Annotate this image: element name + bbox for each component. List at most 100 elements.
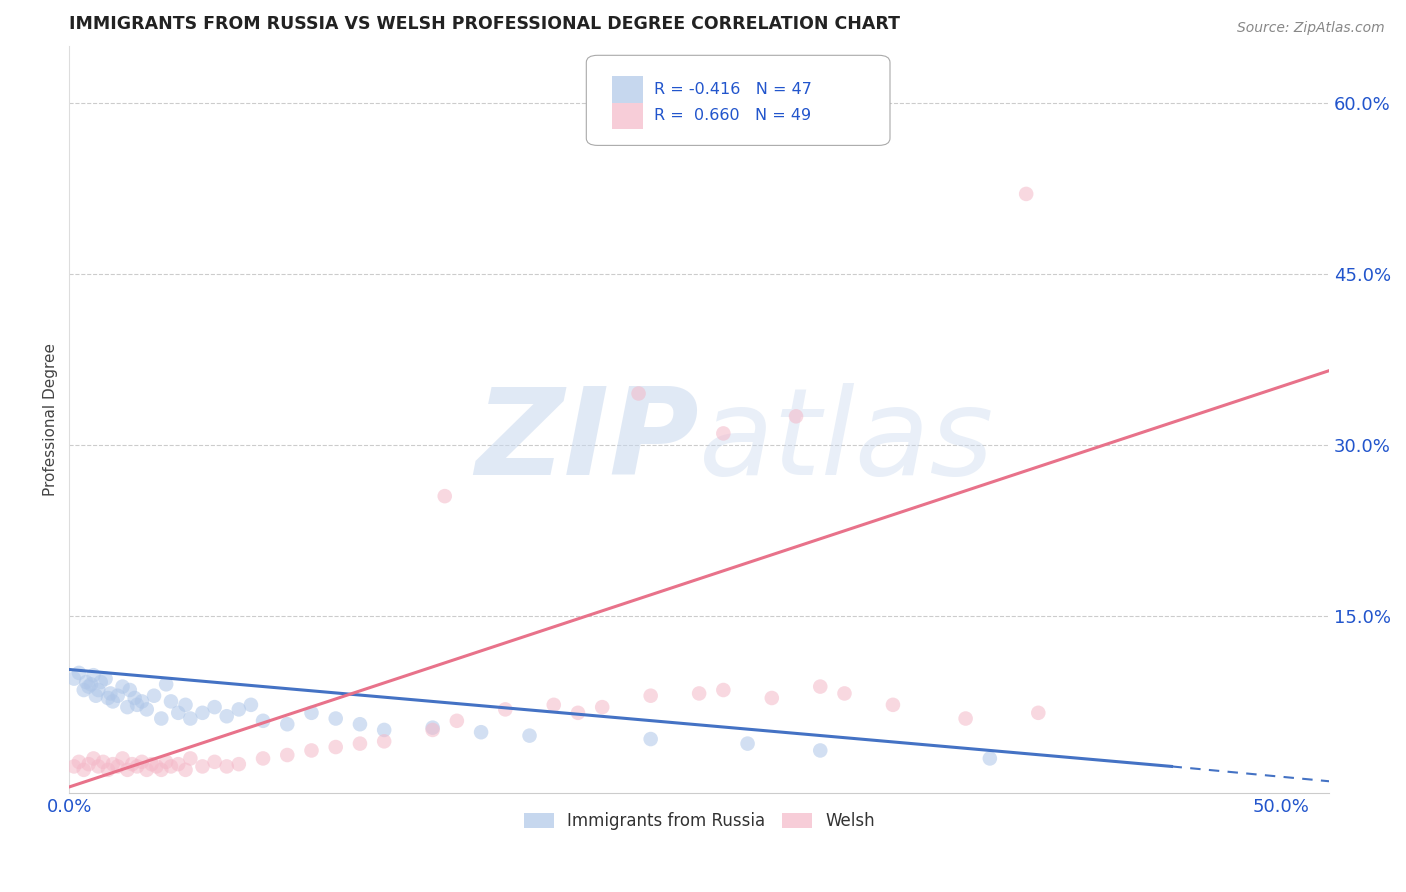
Point	[121, 757, 143, 772]
Point	[100, 686, 122, 700]
Point	[101, 757, 124, 772]
Point	[97, 763, 120, 777]
Point	[325, 739, 347, 754]
Point	[84, 689, 107, 703]
Point	[111, 680, 134, 694]
Text: R =  0.660   N = 49: R = 0.660 N = 49	[654, 109, 811, 123]
Point	[252, 714, 274, 728]
Point	[228, 702, 250, 716]
Point	[276, 717, 298, 731]
Point	[97, 691, 120, 706]
Point	[73, 683, 96, 698]
Point	[808, 743, 831, 757]
Point	[179, 712, 201, 726]
Point	[155, 677, 177, 691]
Point	[174, 698, 197, 712]
Point	[167, 757, 190, 772]
Point	[204, 700, 226, 714]
Point	[761, 691, 783, 706]
Point	[90, 675, 112, 690]
Point	[77, 680, 100, 694]
Point	[82, 668, 104, 682]
Point	[446, 714, 468, 728]
Point	[67, 665, 90, 680]
Point	[67, 755, 90, 769]
Point	[543, 698, 565, 712]
Point	[252, 751, 274, 765]
Point	[117, 763, 139, 777]
Point	[239, 698, 262, 712]
Point	[135, 763, 157, 777]
Point	[191, 706, 214, 720]
Point	[349, 717, 371, 731]
Point	[422, 721, 444, 735]
Point	[373, 723, 395, 737]
Point	[141, 757, 163, 772]
Point	[276, 747, 298, 762]
Point	[135, 702, 157, 716]
Point	[640, 732, 662, 747]
Point	[433, 489, 456, 503]
Point	[111, 751, 134, 765]
Point	[80, 677, 103, 691]
Point	[627, 386, 650, 401]
Point	[325, 712, 347, 726]
Point	[1015, 186, 1038, 201]
Point	[63, 759, 86, 773]
Point	[82, 751, 104, 765]
Point	[107, 689, 129, 703]
Point	[150, 763, 173, 777]
Point	[1026, 706, 1049, 720]
Point	[101, 694, 124, 708]
Point	[179, 751, 201, 765]
Point	[494, 702, 516, 716]
Point	[215, 759, 238, 773]
Point	[91, 755, 114, 769]
Point	[422, 723, 444, 737]
Point	[94, 672, 117, 686]
Point	[519, 729, 541, 743]
Text: atlas: atlas	[699, 383, 994, 500]
Y-axis label: Professional Degree: Professional Degree	[44, 343, 58, 496]
Text: Source: ZipAtlas.com: Source: ZipAtlas.com	[1237, 21, 1385, 35]
Point	[150, 712, 173, 726]
Point	[301, 706, 323, 720]
Point	[711, 426, 734, 441]
Point	[301, 743, 323, 757]
Point	[228, 757, 250, 772]
Point	[470, 725, 492, 739]
Point	[73, 763, 96, 777]
Point	[591, 700, 613, 714]
Point	[167, 706, 190, 720]
Point	[349, 737, 371, 751]
Point	[174, 763, 197, 777]
Point	[373, 734, 395, 748]
Point	[125, 759, 148, 773]
Point	[640, 689, 662, 703]
Point	[87, 759, 110, 773]
Point	[215, 709, 238, 723]
Point	[160, 694, 183, 708]
Point	[688, 686, 710, 700]
Point	[77, 757, 100, 772]
Point	[143, 689, 166, 703]
Point	[785, 409, 807, 424]
Point	[711, 683, 734, 698]
Point	[117, 700, 139, 714]
Legend: Immigrants from Russia, Welsh: Immigrants from Russia, Welsh	[517, 805, 882, 837]
Text: IMMIGRANTS FROM RUSSIA VS WELSH PROFESSIONAL DEGREE CORRELATION CHART: IMMIGRANTS FROM RUSSIA VS WELSH PROFESSI…	[69, 15, 900, 33]
Point	[191, 759, 214, 773]
Point	[160, 759, 183, 773]
Point	[125, 698, 148, 712]
Point	[107, 759, 129, 773]
Point	[808, 680, 831, 694]
Point	[124, 691, 146, 706]
Point	[63, 672, 86, 686]
Point	[882, 698, 904, 712]
Point	[834, 686, 856, 700]
Point	[75, 675, 97, 690]
Point	[737, 737, 759, 751]
Point	[87, 683, 110, 698]
Point	[131, 755, 153, 769]
Point	[955, 712, 977, 726]
